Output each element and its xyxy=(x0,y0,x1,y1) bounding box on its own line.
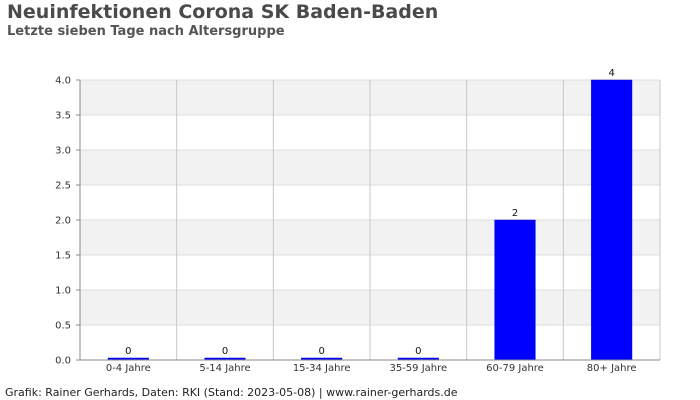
bar xyxy=(494,219,536,361)
y-tick-label: 2.5 xyxy=(55,181,71,192)
data-label: 0 xyxy=(318,346,324,357)
y-tick-label: 4.0 xyxy=(55,76,71,87)
footer-credit: Grafik: Rainer Gerhards, Daten: RKI (Sta… xyxy=(5,386,458,399)
data-label: 0 xyxy=(415,346,421,357)
y-tick-label: 2.0 xyxy=(55,216,71,227)
x-axis-ticks: 0-4 Jahre 5-14 Jahre 15-34 Jahre 35-59 Jahr… xyxy=(106,363,637,374)
data-label: 4 xyxy=(608,68,614,79)
x-tick-label: 80+ Jahre xyxy=(587,363,637,374)
y-tick-label: 0.5 xyxy=(55,321,71,332)
data-label: 0 xyxy=(125,346,131,357)
chart-title: Neuinfektionen Corona SK Baden-Baden xyxy=(7,1,439,23)
x-tick-label: 60-79 Jahre xyxy=(486,363,544,374)
x-tick-label: 5-14 Jahre xyxy=(199,363,250,374)
y-tick-label: 0.0 xyxy=(55,356,71,367)
y-axis-ticks: 0.0 0.5 1.0 1.5 2.0 2.5 3.0 3.5 4.0 xyxy=(55,76,80,367)
chart-subtitle: Letzte sieben Tage nach Altersgruppe xyxy=(7,24,285,39)
x-tick-label: 35-59 Jahre xyxy=(389,363,447,374)
data-label: 2 xyxy=(512,208,518,219)
x-tick-label: 0-4 Jahre xyxy=(106,363,151,374)
x-tick-label: 15-34 Jahre xyxy=(293,363,351,374)
y-tick-label: 1.5 xyxy=(55,251,71,262)
y-tick-label: 3.5 xyxy=(55,111,71,122)
data-labels: 0 0 0 0 2 4 xyxy=(125,68,615,357)
y-tick-label: 1.0 xyxy=(55,286,71,297)
bar xyxy=(591,79,633,361)
y-tick-label: 3.0 xyxy=(55,146,71,157)
data-label: 0 xyxy=(222,346,228,357)
bar-series xyxy=(107,79,633,361)
